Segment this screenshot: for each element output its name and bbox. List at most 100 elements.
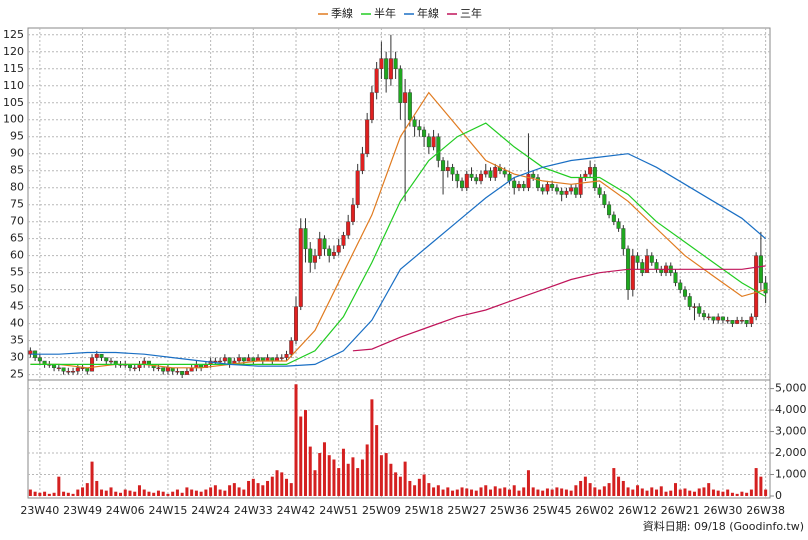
- candle-body: [573, 187, 578, 195]
- candle-body: [350, 204, 355, 222]
- volume-bar: [507, 489, 511, 496]
- candle-body: [66, 371, 71, 373]
- volume-bar: [436, 485, 440, 496]
- x-tick-label: 23W40: [20, 504, 59, 517]
- volume-bar: [545, 488, 549, 496]
- candle-body: [578, 177, 583, 195]
- volume-bar: [261, 485, 265, 496]
- volume-bar: [175, 489, 179, 496]
- x-tick-label: 25W27: [447, 504, 486, 517]
- y-tick-label: 75: [10, 198, 24, 211]
- volume-bar: [294, 384, 298, 496]
- candle-body: [71, 371, 76, 373]
- y2-tick-label: 0: [775, 489, 782, 502]
- candle-body: [692, 306, 697, 308]
- candle-body: [222, 357, 227, 362]
- candle-body: [739, 320, 744, 322]
- legend-label: 三年: [460, 6, 482, 20]
- volume-bar: [536, 489, 540, 496]
- candle-body: [417, 126, 422, 131]
- volume-bar: [669, 490, 673, 496]
- volume-bar: [659, 486, 663, 496]
- volume-bar: [389, 463, 393, 496]
- candle-body: [716, 316, 721, 321]
- x-tick-label: 24W15: [148, 504, 187, 517]
- candle-body: [336, 245, 341, 253]
- volume-bar: [313, 470, 317, 496]
- volume-bar: [522, 487, 526, 496]
- volume-bar: [370, 399, 374, 496]
- volume-bar: [678, 489, 682, 496]
- candle-body: [28, 350, 33, 355]
- volume-bar: [579, 480, 583, 496]
- volume-bar: [384, 453, 388, 496]
- candle-body: [720, 316, 725, 321]
- volume-bar: [460, 487, 464, 496]
- ma-line: [30, 91, 766, 369]
- candle-body: [165, 367, 170, 372]
- volume-bar: [247, 480, 251, 496]
- volume-bar: [574, 485, 578, 496]
- y2-tick-label: 1,000: [775, 468, 807, 481]
- candle-body: [678, 282, 683, 290]
- y-tick-label: 40: [10, 317, 24, 330]
- volume-bar: [199, 491, 203, 496]
- volume-bar: [745, 492, 749, 496]
- volume-bar: [560, 488, 564, 496]
- candle-body: [184, 371, 189, 375]
- volume-bar: [441, 489, 445, 496]
- volume-bar: [180, 492, 184, 496]
- candle-body: [763, 282, 768, 294]
- candle-body: [749, 316, 754, 324]
- volume-bar: [626, 487, 630, 496]
- volume-bar: [33, 491, 37, 496]
- volume-bar: [664, 491, 668, 496]
- volume-bar: [555, 487, 559, 496]
- candle-body: [450, 167, 455, 175]
- volume-bar: [100, 489, 104, 496]
- candle-body: [701, 313, 706, 318]
- candle-body: [180, 371, 185, 375]
- volume-bar: [223, 490, 227, 496]
- volume-bar: [204, 489, 208, 496]
- candle-body: [649, 255, 654, 263]
- y2-tick-label: 4,000: [775, 403, 807, 416]
- y-tick-label: 65: [10, 232, 24, 245]
- volume-bar: [645, 490, 649, 496]
- candle-body: [673, 272, 678, 284]
- y-tick-label: 100: [3, 113, 24, 126]
- x-tick-label: 26W02: [575, 504, 614, 517]
- volume-bar: [128, 490, 132, 496]
- volume-bar: [360, 459, 364, 496]
- volume-bar: [550, 489, 554, 496]
- candle-body: [526, 173, 531, 188]
- volume-bar: [408, 480, 412, 496]
- candle-body: [412, 119, 417, 127]
- candle-body: [327, 248, 332, 256]
- x-tick-label: 24W06: [106, 504, 145, 517]
- x-tick-label: 25W45: [533, 504, 572, 517]
- candle-body: [493, 167, 498, 178]
- candle-body: [175, 371, 180, 373]
- volume-bar: [213, 485, 217, 496]
- y-tick-label: 70: [10, 215, 24, 228]
- candle-body: [218, 360, 223, 363]
- candle-body: [341, 235, 346, 246]
- y-tick-label: 85: [10, 164, 24, 177]
- volume-bar: [764, 489, 768, 496]
- candle-body: [521, 184, 526, 188]
- volume-bar: [479, 487, 483, 496]
- volume-bar: [631, 489, 635, 496]
- volume-bar: [526, 470, 530, 496]
- candle-body: [379, 58, 384, 69]
- candle-body: [384, 58, 389, 80]
- volume-bar: [740, 491, 744, 496]
- candle-body: [697, 306, 702, 314]
- volume-bar: [280, 472, 284, 496]
- volume-bar: [470, 489, 474, 496]
- volume-bar: [109, 487, 113, 496]
- candle-body: [531, 173, 536, 178]
- candle-body: [588, 167, 593, 175]
- candle-body: [616, 221, 621, 229]
- volume-bar: [674, 483, 677, 496]
